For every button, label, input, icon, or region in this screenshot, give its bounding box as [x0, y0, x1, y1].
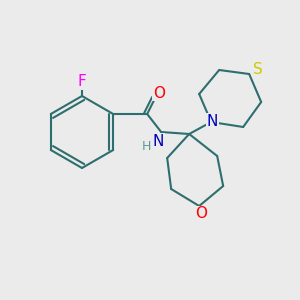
- Text: S: S: [253, 62, 263, 77]
- Text: N: N: [152, 134, 164, 148]
- Text: O: O: [153, 85, 165, 100]
- Text: O: O: [195, 206, 207, 221]
- Text: H: H: [142, 140, 151, 154]
- Text: F: F: [78, 74, 86, 89]
- Text: N: N: [206, 113, 218, 128]
